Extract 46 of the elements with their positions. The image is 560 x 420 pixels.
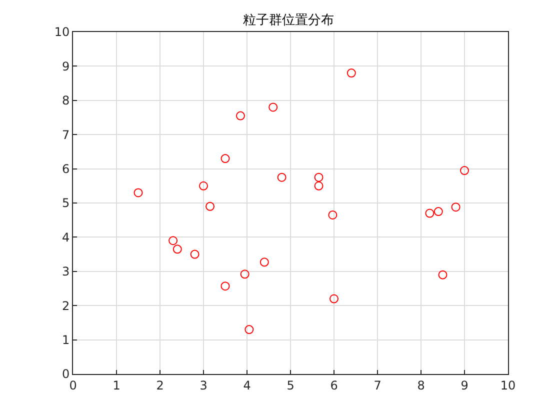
y-tick-label: 3	[62, 264, 70, 279]
y-tick-label: 9	[62, 59, 70, 74]
y-tick-label: 8	[62, 94, 70, 108]
y-tick-label: 6	[62, 162, 70, 176]
x-tick-label: 6	[330, 378, 338, 392]
y-tick-label: 0	[62, 367, 70, 382]
point	[460, 166, 469, 176]
y-tick-label: 1	[62, 333, 70, 347]
x-tick-label: 3	[200, 378, 208, 392]
point	[168, 236, 178, 246]
point	[314, 172, 324, 182]
x-tick-label: 4	[243, 378, 251, 392]
point	[438, 270, 448, 280]
point	[314, 181, 324, 190]
chart-title: 粒子群位置分布	[242, 12, 334, 28]
x-tick-label: 7	[374, 378, 382, 392]
point	[220, 154, 230, 164]
point	[330, 294, 338, 304]
y-tick-label: 10	[54, 25, 70, 40]
point	[328, 210, 338, 220]
point	[240, 270, 250, 279]
point	[199, 181, 208, 190]
point	[206, 202, 215, 211]
x-tick-label: 9	[460, 378, 468, 392]
point	[244, 325, 254, 334]
point	[172, 244, 182, 254]
y-tick-label: 5	[62, 196, 70, 210]
x-tick-label: 1	[112, 378, 120, 392]
point	[346, 68, 356, 78]
x-tick-label: 10	[500, 378, 516, 392]
y-tick-label: 4	[62, 230, 70, 244]
y-tick-label: 2	[62, 298, 70, 313]
point	[451, 202, 460, 212]
point	[277, 172, 286, 182]
point	[434, 207, 443, 216]
y-tick-label: 7	[62, 128, 70, 142]
x-tick-label: 2	[156, 378, 164, 392]
point	[260, 258, 269, 267]
point	[220, 282, 230, 291]
x-tick-label: 5	[286, 378, 294, 392]
point	[134, 188, 143, 198]
point	[190, 250, 200, 259]
point	[268, 102, 278, 112]
point	[425, 208, 434, 218]
x-tick-label: 8	[417, 378, 425, 392]
point	[236, 111, 245, 120]
